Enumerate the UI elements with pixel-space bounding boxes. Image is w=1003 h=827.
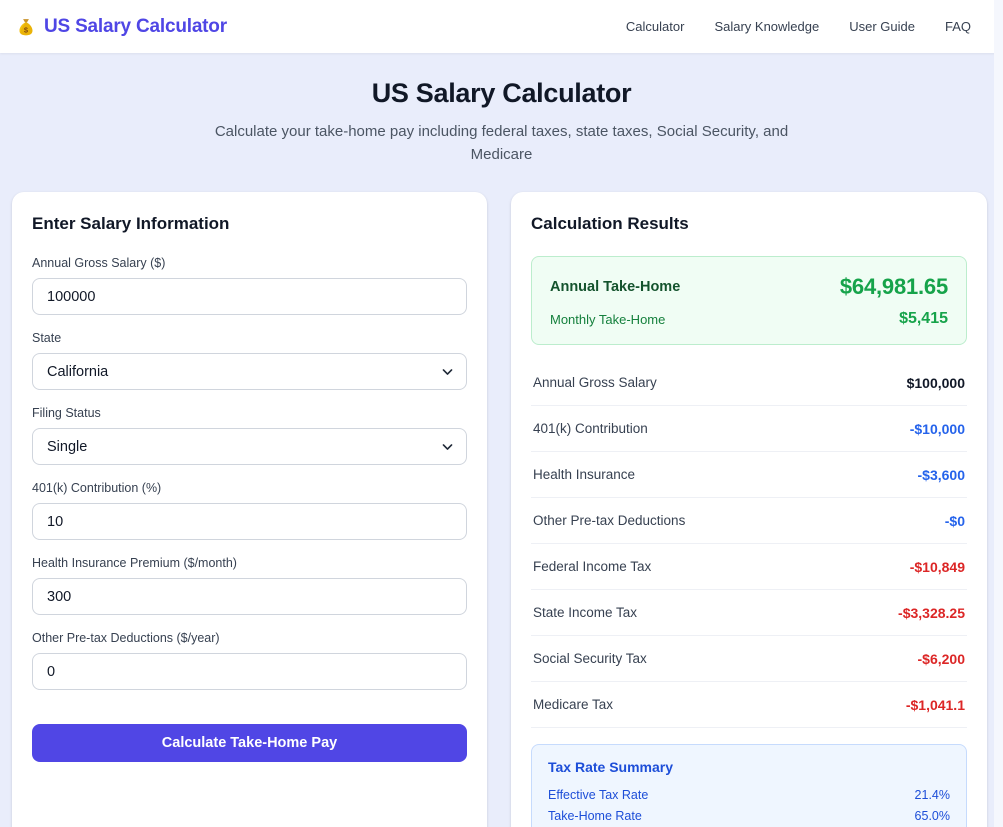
effective-tax-rate-value: 21.4% (914, 787, 950, 802)
main-nav: Calculator Salary Knowledge User Guide F… (626, 19, 971, 34)
state-select[interactable]: California (32, 353, 467, 390)
filing-status-select[interactable]: Single (32, 428, 467, 465)
takehome-summary-box: Annual Take-Home $64,981.65 Monthly Take… (531, 256, 967, 345)
field-annual-gross-salary: Annual Gross Salary ($) (32, 256, 467, 315)
page-subtitle: Calculate your take-home pay including f… (214, 123, 789, 163)
result-row-federal-income-tax: Federal Income Tax -$10,849 (531, 544, 967, 590)
page-title: US Salary Calculator (371, 78, 632, 108)
annual-gross-salary-input[interactable] (32, 278, 467, 315)
state-label: State (32, 331, 62, 345)
result-row-state-income-tax: State Income Tax -$3,328.25 (531, 590, 967, 636)
result-label: Other Pre-tax Deductions (533, 513, 686, 528)
field-state: State California (32, 331, 467, 390)
filing-status-label: Filing Status (32, 406, 101, 420)
monthly-takehome-label: Monthly Take-Home (550, 311, 666, 327)
effective-tax-rate-label: Effective Tax Rate (548, 787, 649, 802)
result-value: -$6,200 (917, 650, 965, 667)
salary-form-card: Enter Salary Information Annual Gross Sa… (12, 192, 487, 827)
result-value: -$10,849 (909, 558, 965, 575)
annual-takehome-row: Annual Take-Home $64,981.65 (550, 274, 948, 300)
health-insurance-premium-input[interactable] (32, 578, 467, 615)
field-health-insurance-premium: Health Insurance Premium ($/month) (32, 556, 467, 615)
result-row-social-security-tax: Social Security Tax -$6,200 (531, 636, 967, 682)
takehome-rate-value: 65.0% (914, 808, 950, 823)
tax-rate-summary-box: Tax Rate Summary Effective Tax Rate 21.4… (531, 744, 967, 827)
result-label: State Income Tax (533, 605, 638, 620)
svg-text:$: $ (24, 25, 29, 34)
browser-scrollbar[interactable] (994, 0, 1003, 827)
nav-item-faq[interactable]: FAQ (944, 19, 971, 34)
result-row-medicare-tax: Medicare Tax -$1,041.1 (531, 682, 967, 728)
results-card-title: Calculation Results (531, 214, 689, 233)
annual-gross-salary-label: Annual Gross Salary ($) (32, 256, 166, 270)
result-value: -$1,041.1 (905, 696, 965, 713)
monthly-takehome-row: Monthly Take-Home $5,415 (550, 310, 948, 328)
tax-rate-summary-title: Tax Rate Summary (548, 759, 674, 775)
result-value: -$3,328.25 (898, 604, 965, 621)
result-row-401k-contribution: 401(k) Contribution -$10,000 (531, 406, 967, 452)
annual-takehome-label: Annual Take-Home (550, 279, 681, 295)
annual-takehome-value: $64,981.65 (839, 274, 948, 299)
field-filing-status: Filing Status Single (32, 406, 467, 465)
401k-contribution-input[interactable] (32, 503, 467, 540)
form-card-title: Enter Salary Information (32, 214, 230, 233)
other-pretax-deductions-label: Other Pre-tax Deductions ($/year) (32, 631, 220, 645)
effective-tax-rate-row: Effective Tax Rate 21.4% (548, 784, 950, 805)
result-label: Social Security Tax (533, 651, 647, 666)
money-bag-icon: $ (16, 17, 36, 37)
field-401k-contribution: 401(k) Contribution (%) (32, 481, 467, 540)
brand-title: US Salary Calculator (44, 15, 227, 37)
hero-section: US Salary Calculator Calculate your take… (0, 0, 1003, 166)
takehome-rate-label: Take-Home Rate (548, 808, 642, 823)
401k-contribution-label: 401(k) Contribution (%) (32, 481, 162, 495)
result-row-other-pretax-deductions: Other Pre-tax Deductions -$0 (531, 498, 967, 544)
result-label: 401(k) Contribution (533, 421, 648, 436)
nav-item-calculator[interactable]: Calculator (625, 19, 685, 34)
brand-logo[interactable]: $ US Salary Calculator (16, 16, 227, 38)
result-label: Health Insurance (533, 467, 636, 482)
result-value: $100,000 (906, 374, 965, 391)
other-pretax-deductions-input[interactable] (32, 653, 467, 690)
nav-item-user-guide[interactable]: User Guide (849, 19, 915, 34)
takehome-rate-row: Take-Home Rate 65.0% (548, 805, 950, 826)
result-row-annual-gross-salary: Annual Gross Salary $100,000 (531, 360, 967, 406)
result-value: -$0 (944, 512, 965, 529)
health-insurance-premium-label: Health Insurance Premium ($/month) (32, 556, 237, 570)
result-label: Medicare Tax (533, 697, 614, 712)
result-label: Annual Gross Salary (533, 375, 657, 390)
main-content: Enter Salary Information Annual Gross Sa… (0, 166, 1003, 827)
monthly-takehome-value: $5,415 (899, 310, 948, 327)
results-card: Calculation Results Annual Take-Home $64… (511, 192, 987, 827)
result-row-health-insurance: Health Insurance -$3,600 (531, 452, 967, 498)
result-value: -$3,600 (917, 466, 965, 483)
top-navbar: $ US Salary Calculator Calculator Salary… (0, 0, 1003, 53)
result-label: Federal Income Tax (533, 559, 652, 574)
calculate-button[interactable]: Calculate Take-Home Pay (32, 724, 467, 762)
field-other-pretax-deductions: Other Pre-tax Deductions ($/year) (32, 631, 467, 690)
nav-item-salary-knowledge[interactable]: Salary Knowledge (714, 19, 820, 34)
result-value: -$10,000 (909, 420, 965, 437)
